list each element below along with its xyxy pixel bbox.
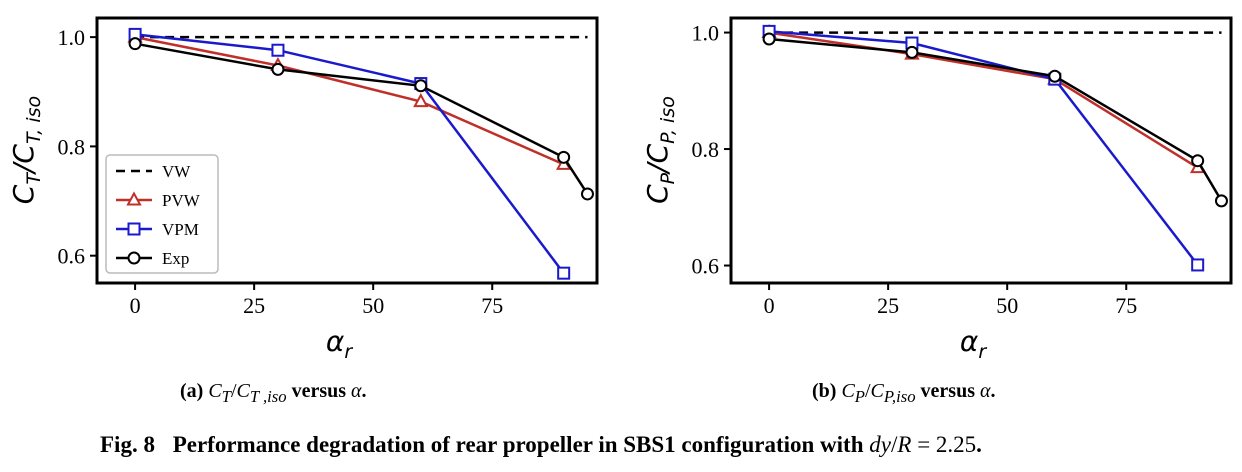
y-axis-label: CP/CP, iso (641, 96, 679, 204)
caption-b-c1: C (841, 380, 855, 402)
caption-a-slash: / (230, 380, 237, 402)
x-axis-label: αr (960, 325, 987, 363)
legend-marker-exp (127, 251, 141, 265)
caption-a-c1: C (208, 380, 222, 402)
marker-exp (128, 37, 142, 51)
caption-a-alpha: α (351, 380, 362, 402)
chart-panel-a: 0 25 50 75 0.6 0.8 1.0 αr CT/CT, iso VW PVW VPM Exp (7, 16, 599, 363)
figure-caption-period: . (976, 432, 982, 457)
caption-a-period: . (361, 380, 367, 402)
figure-caption-r: R (897, 432, 912, 457)
y-tick-label: 0.6 (692, 254, 720, 279)
legend-label-pvw: PVW (162, 191, 201, 210)
plot-frame (729, 16, 1233, 285)
figure-caption-dy: dy (869, 432, 891, 457)
caption-b-c2: C (870, 380, 884, 402)
caption-panel-a: (a) CT/CT ,iso versus α. (180, 380, 367, 407)
y-tick-label: 0.8 (58, 134, 86, 159)
caption-a-versus: versus (291, 380, 347, 402)
x-tick-label: 25 (877, 293, 899, 318)
caption-b-sub1: P (854, 387, 865, 406)
legend-marker-pvw (126, 191, 142, 206)
x-tick-label: 0 (130, 293, 141, 318)
caption-b-slash: / (864, 380, 871, 402)
x-tick-label: 25 (243, 293, 265, 318)
y-tick-label: 1.0 (692, 21, 720, 46)
chart-panel-b: 0 25 50 75 0.6 0.8 1.0 αr CP/CP, iso (641, 16, 1233, 363)
x-tick-label: 75 (1115, 293, 1137, 318)
plot-frame (95, 16, 599, 285)
marker-exp (414, 79, 428, 93)
caption-b-period: . (990, 380, 996, 402)
caption-a-c2: C (236, 380, 250, 402)
legend-label-vw: VW (162, 162, 191, 181)
y-tick-label: 0.6 (58, 244, 86, 269)
x-tick-label: 0 (764, 293, 775, 318)
y-tick-label: 0.8 (692, 137, 720, 162)
marker-exp (905, 45, 919, 59)
legend-label-exp: Exp (162, 249, 189, 268)
legend-box (105, 154, 219, 274)
x-tick-label: 50 (996, 293, 1018, 318)
caption-b-sub2: P,iso (883, 387, 916, 406)
legend-label-vpm: VPM (162, 220, 199, 239)
x-tick-label: 75 (481, 293, 503, 318)
series-line-pvw (134, 35, 565, 166)
caption-b-alpha: α (979, 380, 991, 402)
marker-exp (580, 187, 594, 201)
marker-exp (1214, 194, 1228, 208)
marker-exp (1191, 154, 1205, 168)
marker-vpm (557, 266, 571, 280)
marker-vpm (1191, 258, 1205, 272)
figure-caption: Fig. 8 Performance degradation of rear p… (100, 432, 982, 458)
marker-exp (557, 150, 571, 164)
y-axis-label: CT/CT, iso (7, 96, 45, 204)
caption-a-sub2: T ,iso (249, 387, 287, 406)
marker-exp (762, 32, 776, 46)
x-tick-label: 50 (362, 293, 384, 318)
figure-number: Fig. 8 (100, 432, 155, 457)
marker-vpm (271, 43, 285, 57)
series-line-vpm (134, 33, 565, 274)
caption-a-sub1: T (221, 387, 231, 406)
figure-caption-text: Performance degradation of rear propelle… (172, 432, 864, 457)
figure-caption-value: = 2.25 (911, 432, 977, 457)
marker-exp (1048, 69, 1062, 83)
y-tick-label: 1.0 (58, 25, 86, 50)
legend: VW PVW VPM Exp (105, 154, 219, 274)
series-line-pvw (768, 31, 1199, 169)
x-axis-label: αr (326, 325, 353, 363)
caption-b-versus: versus (920, 380, 975, 402)
caption-b-label: (b) (812, 380, 837, 402)
marker-exp (271, 62, 285, 76)
figure-caption-slash: / (890, 432, 898, 457)
marker-pvw (413, 93, 429, 108)
caption-a-label: (a) (180, 380, 204, 402)
caption-panel-b: (b) CP/CP,iso versus α. (812, 380, 995, 407)
series-line-vpm (768, 30, 1199, 266)
legend-marker-vpm (127, 222, 141, 236)
